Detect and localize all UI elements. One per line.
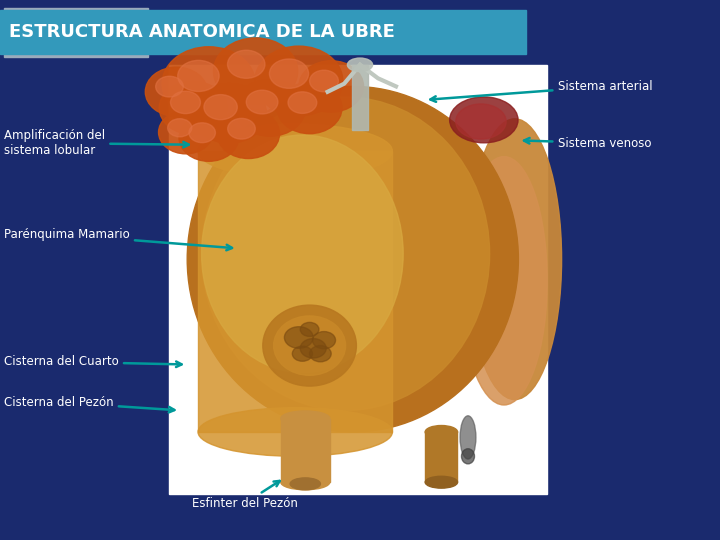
Ellipse shape	[288, 92, 317, 113]
Ellipse shape	[217, 109, 279, 159]
Ellipse shape	[255, 46, 343, 116]
Bar	[281, 418, 330, 482]
Ellipse shape	[202, 135, 403, 373]
Ellipse shape	[310, 70, 338, 92]
Ellipse shape	[299, 61, 364, 112]
Ellipse shape	[312, 332, 336, 349]
Bar	[425, 431, 457, 482]
Text: Cisterna del Pezón: Cisterna del Pezón	[4, 396, 174, 413]
Ellipse shape	[171, 91, 200, 113]
Bar	[4, 8, 148, 57]
Ellipse shape	[290, 478, 320, 490]
Ellipse shape	[347, 58, 373, 71]
Text: ESTRUCTURA ANATOMICA DE LA UBRE: ESTRUCTURA ANATOMICA DE LA UBRE	[9, 23, 395, 41]
Ellipse shape	[456, 104, 506, 139]
Text: Sistema venoso: Sistema venoso	[524, 137, 652, 150]
Ellipse shape	[198, 408, 392, 456]
Bar	[0, 10, 526, 54]
Text: Cisterna del Cuarto: Cisterna del Cuarto	[4, 355, 181, 368]
Ellipse shape	[274, 316, 346, 375]
Ellipse shape	[281, 475, 330, 490]
Ellipse shape	[213, 38, 298, 105]
Ellipse shape	[277, 82, 342, 133]
Ellipse shape	[162, 47, 256, 120]
Ellipse shape	[189, 123, 215, 143]
Text: Esfinter del Pezón: Esfinter del Pezón	[192, 481, 298, 510]
Ellipse shape	[228, 50, 265, 78]
Ellipse shape	[460, 416, 476, 459]
Ellipse shape	[145, 67, 207, 117]
Ellipse shape	[192, 84, 266, 143]
Ellipse shape	[202, 97, 490, 410]
Text: Sistema arterial: Sistema arterial	[431, 80, 652, 102]
Ellipse shape	[292, 346, 312, 361]
Ellipse shape	[284, 327, 313, 348]
Ellipse shape	[310, 346, 331, 362]
Ellipse shape	[235, 80, 305, 136]
Ellipse shape	[468, 119, 562, 400]
Ellipse shape	[300, 322, 319, 336]
Ellipse shape	[158, 111, 213, 154]
Ellipse shape	[204, 94, 238, 120]
Ellipse shape	[281, 411, 330, 426]
Ellipse shape	[187, 86, 518, 432]
Ellipse shape	[462, 449, 474, 464]
Bar	[352, 65, 368, 130]
Ellipse shape	[300, 339, 326, 358]
Ellipse shape	[449, 97, 518, 143]
Bar	[169, 65, 547, 494]
Ellipse shape	[228, 118, 256, 139]
Text: Amplificación del
sistema lobular: Amplificación del sistema lobular	[4, 129, 189, 157]
Ellipse shape	[269, 59, 309, 89]
Ellipse shape	[198, 124, 392, 178]
Ellipse shape	[425, 426, 458, 438]
Ellipse shape	[178, 60, 219, 91]
Ellipse shape	[263, 305, 356, 386]
Ellipse shape	[246, 90, 278, 114]
Ellipse shape	[179, 114, 238, 161]
Text: Parénquima Mamario: Parénquima Mamario	[4, 228, 232, 251]
Ellipse shape	[425, 476, 458, 488]
Ellipse shape	[461, 157, 547, 405]
Ellipse shape	[159, 82, 227, 134]
Ellipse shape	[168, 119, 192, 137]
Ellipse shape	[156, 76, 184, 97]
Bar	[198, 151, 392, 432]
